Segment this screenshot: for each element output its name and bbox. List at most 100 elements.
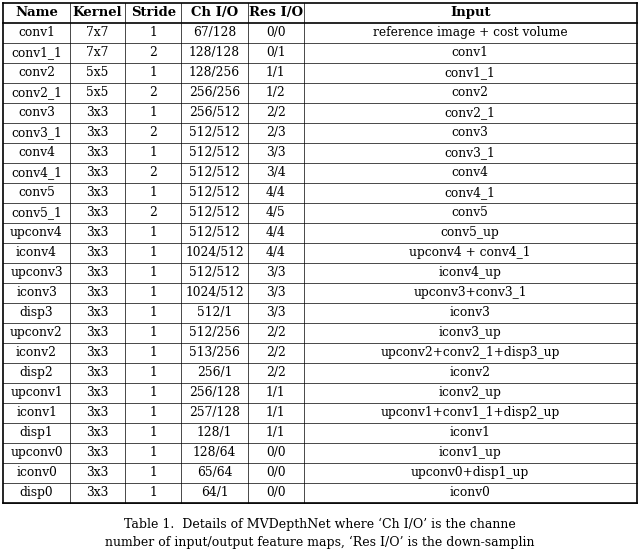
Text: conv3: conv3 bbox=[18, 106, 55, 119]
Text: 1: 1 bbox=[150, 146, 157, 159]
Text: reference image + cost volume: reference image + cost volume bbox=[373, 26, 568, 39]
Text: 256/512: 256/512 bbox=[189, 106, 240, 119]
Text: 512/1: 512/1 bbox=[197, 306, 232, 319]
Text: conv1_1: conv1_1 bbox=[11, 46, 62, 59]
Text: 512/512: 512/512 bbox=[189, 266, 240, 279]
Text: 512/256: 512/256 bbox=[189, 326, 240, 339]
Text: 3/4: 3/4 bbox=[266, 166, 285, 179]
Text: 3x3: 3x3 bbox=[86, 346, 109, 359]
Text: 128/1: 128/1 bbox=[197, 426, 232, 439]
Text: 128/64: 128/64 bbox=[193, 446, 236, 459]
Text: upconv3: upconv3 bbox=[10, 266, 63, 279]
Text: conv1_1: conv1_1 bbox=[445, 66, 495, 79]
Text: 2/2: 2/2 bbox=[266, 366, 285, 379]
Text: 1: 1 bbox=[150, 406, 157, 419]
Text: Name: Name bbox=[15, 6, 58, 19]
Text: Res I/O: Res I/O bbox=[248, 6, 303, 19]
Text: 3x3: 3x3 bbox=[86, 226, 109, 239]
Text: 3x3: 3x3 bbox=[86, 206, 109, 219]
Text: 3x3: 3x3 bbox=[86, 366, 109, 379]
Text: 512/512: 512/512 bbox=[189, 166, 240, 179]
Text: 1: 1 bbox=[150, 426, 157, 439]
Text: 3/3: 3/3 bbox=[266, 286, 285, 299]
Text: 3x3: 3x3 bbox=[86, 446, 109, 459]
Text: 3x3: 3x3 bbox=[86, 186, 109, 199]
Text: iconv3: iconv3 bbox=[450, 306, 491, 319]
Text: 2: 2 bbox=[149, 126, 157, 139]
Text: upconv2: upconv2 bbox=[10, 326, 63, 339]
Text: 1/1: 1/1 bbox=[266, 406, 285, 419]
Text: iconv0: iconv0 bbox=[16, 466, 57, 479]
Text: 3x3: 3x3 bbox=[86, 426, 109, 439]
Text: iconv2: iconv2 bbox=[16, 346, 57, 359]
Text: 2: 2 bbox=[149, 166, 157, 179]
Text: 128/256: 128/256 bbox=[189, 66, 240, 79]
Text: 257/128: 257/128 bbox=[189, 406, 240, 419]
Text: 3x3: 3x3 bbox=[86, 406, 109, 419]
Text: 2/2: 2/2 bbox=[266, 326, 285, 339]
Text: conv1: conv1 bbox=[452, 46, 488, 59]
Text: 1: 1 bbox=[150, 366, 157, 379]
Text: 2: 2 bbox=[149, 86, 157, 99]
Text: 1: 1 bbox=[150, 446, 157, 459]
Text: 1: 1 bbox=[150, 346, 157, 359]
Text: conv2_1: conv2_1 bbox=[445, 106, 495, 119]
Text: iconv4: iconv4 bbox=[16, 246, 57, 259]
Text: 1: 1 bbox=[150, 386, 157, 399]
Text: 2: 2 bbox=[149, 206, 157, 219]
Text: 67/128: 67/128 bbox=[193, 26, 236, 39]
Text: disp3: disp3 bbox=[20, 306, 53, 319]
Text: 3/3: 3/3 bbox=[266, 146, 285, 159]
Text: 513/256: 513/256 bbox=[189, 346, 240, 359]
Text: conv3: conv3 bbox=[452, 126, 488, 139]
Text: 0/0: 0/0 bbox=[266, 446, 285, 459]
Text: conv5_1: conv5_1 bbox=[11, 206, 62, 219]
Text: upconv2+conv2_1+disp3_up: upconv2+conv2_1+disp3_up bbox=[380, 346, 560, 359]
Text: conv4: conv4 bbox=[18, 146, 55, 159]
Text: iconv1: iconv1 bbox=[16, 406, 57, 419]
Text: iconv2: iconv2 bbox=[450, 366, 491, 379]
Text: 3x3: 3x3 bbox=[86, 146, 109, 159]
Text: 256/1: 256/1 bbox=[197, 366, 232, 379]
Text: Stride: Stride bbox=[131, 6, 176, 19]
Text: 3x3: 3x3 bbox=[86, 326, 109, 339]
Text: conv2: conv2 bbox=[18, 66, 55, 79]
Text: 1/2: 1/2 bbox=[266, 86, 285, 99]
Text: conv5_up: conv5_up bbox=[441, 226, 500, 239]
Text: 2/2: 2/2 bbox=[266, 346, 285, 359]
Text: 2/2: 2/2 bbox=[266, 106, 285, 119]
Text: 3x3: 3x3 bbox=[86, 306, 109, 319]
Text: Table 1.  Details of MVDepthNet where ‘Ch I/O’ is the channe: Table 1. Details of MVDepthNet where ‘Ch… bbox=[124, 517, 516, 531]
Text: 3x3: 3x3 bbox=[86, 286, 109, 299]
Text: 1: 1 bbox=[150, 466, 157, 479]
Text: upconv4: upconv4 bbox=[10, 226, 63, 239]
Text: iconv1_up: iconv1_up bbox=[439, 446, 502, 459]
Text: iconv4_up: iconv4_up bbox=[439, 266, 502, 279]
Text: 256/128: 256/128 bbox=[189, 386, 240, 399]
Text: 1/1: 1/1 bbox=[266, 426, 285, 439]
Text: 512/512: 512/512 bbox=[189, 206, 240, 219]
Text: conv2: conv2 bbox=[452, 86, 489, 99]
Text: 1/1: 1/1 bbox=[266, 66, 285, 79]
Text: 1: 1 bbox=[150, 66, 157, 79]
Text: 1024/512: 1024/512 bbox=[185, 246, 244, 259]
Text: 0/0: 0/0 bbox=[266, 466, 285, 479]
Text: 256/256: 256/256 bbox=[189, 86, 240, 99]
Text: 5x5: 5x5 bbox=[86, 86, 109, 99]
Text: 7x7: 7x7 bbox=[86, 46, 109, 59]
Text: 3x3: 3x3 bbox=[86, 246, 109, 259]
Text: conv4: conv4 bbox=[452, 166, 489, 179]
Text: 3/3: 3/3 bbox=[266, 306, 285, 319]
Text: 0/0: 0/0 bbox=[266, 26, 285, 39]
Text: 0/0: 0/0 bbox=[266, 486, 285, 499]
Text: 1024/512: 1024/512 bbox=[185, 286, 244, 299]
Text: 3x3: 3x3 bbox=[86, 106, 109, 119]
Text: upconv0+disp1_up: upconv0+disp1_up bbox=[411, 466, 529, 479]
Text: disp2: disp2 bbox=[20, 366, 53, 379]
Text: upconv0: upconv0 bbox=[10, 446, 63, 459]
Text: 3x3: 3x3 bbox=[86, 166, 109, 179]
Text: 512/512: 512/512 bbox=[189, 126, 240, 139]
Text: 2/3: 2/3 bbox=[266, 126, 285, 139]
Text: 3x3: 3x3 bbox=[86, 126, 109, 139]
Text: 3x3: 3x3 bbox=[86, 266, 109, 279]
